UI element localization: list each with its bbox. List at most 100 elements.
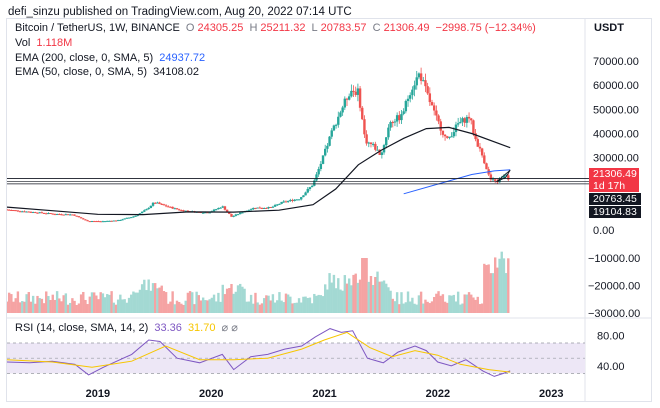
candle-body	[361, 107, 364, 120]
candle-body	[103, 221, 107, 223]
volume-bar	[62, 295, 65, 313]
rsi-tick-label: 80.00	[597, 330, 625, 342]
volume-bar	[286, 294, 290, 313]
volume-bar	[265, 295, 268, 313]
candle-body	[409, 95, 412, 99]
candle-body	[391, 122, 394, 124]
volume-bar	[195, 291, 198, 313]
volume-bar	[156, 288, 159, 313]
candle-body	[127, 217, 131, 219]
ema50-label[interactable]: EMA (50, close, 0, SMA, 5)	[15, 66, 148, 78]
volume-bar	[14, 298, 17, 313]
candle-body	[470, 118, 473, 121]
candle-body	[321, 155, 325, 164]
candle-body	[171, 206, 174, 209]
candle-body	[27, 211, 30, 213]
candle-body	[289, 199, 292, 201]
volume-bar	[419, 291, 423, 313]
candle-body	[276, 204, 279, 206]
candle-body	[295, 199, 299, 201]
volume-bar	[347, 278, 351, 313]
candle-body	[326, 145, 329, 149]
volume-bar	[395, 292, 399, 313]
candle-body	[297, 199, 301, 201]
candle-body	[271, 206, 275, 208]
volume-bar	[239, 283, 242, 313]
candle-body	[483, 155, 486, 164]
volume-bar	[326, 289, 329, 313]
publish-line: defi_sinzu published on TradingView.com,…	[8, 6, 352, 18]
volume-bar	[332, 274, 336, 313]
volume-label[interactable]: Vol	[15, 37, 31, 49]
ema200-label[interactable]: EMA (200, close, 0, SMA, 5)	[15, 52, 154, 64]
volume-bar	[71, 298, 74, 313]
volume-bar	[400, 292, 403, 313]
chart-frame[interactable]: 70000.00 60000.00 50000.00 40000.00 30000.00…	[6, 18, 652, 402]
volume-bar	[193, 304, 196, 313]
candle-body	[230, 214, 233, 217]
candle-body	[175, 208, 179, 210]
candle-body	[62, 214, 65, 216]
volume-bar	[480, 303, 484, 313]
candle-body	[7, 209, 11, 211]
volume-bar	[282, 302, 285, 313]
volume-bar	[284, 293, 288, 313]
volume-bar	[92, 292, 96, 313]
legend-row-ema50: EMA (50, close, 0, SMA, 5) 34108.02	[15, 66, 202, 79]
volume-bar	[358, 279, 362, 313]
volume-bar	[123, 299, 126, 313]
volume-bar	[382, 280, 386, 313]
candle-body	[99, 221, 102, 223]
volume-bar	[313, 293, 316, 313]
rsi-extra: ⌀ ⌀	[221, 322, 238, 334]
candle-body	[273, 205, 277, 207]
volume-bar	[371, 284, 375, 313]
volume-bar	[204, 300, 207, 313]
candle-body	[92, 221, 96, 223]
last-price-value: 21306.49	[593, 168, 637, 180]
volume-bar	[223, 294, 227, 313]
candle-body	[66, 214, 70, 216]
candle-body	[424, 80, 427, 87]
candle-body	[79, 217, 83, 219]
candle-body	[154, 202, 157, 204]
volume-bar	[300, 302, 303, 313]
candle-body	[10, 209, 13, 211]
legend-row-rsi: RSI (14, close, SMA, 14, 2) 33.36 31.70 …	[15, 322, 241, 335]
rsi-value: 33.36	[154, 322, 182, 334]
volume-bar	[18, 302, 22, 313]
candle-body	[432, 105, 436, 111]
candle-body	[465, 116, 469, 123]
candle-body	[225, 209, 229, 212]
volume-bar	[160, 285, 163, 313]
volume-bar	[297, 298, 301, 313]
volume-bar	[409, 301, 412, 313]
candle-body	[36, 212, 39, 214]
candle-body	[472, 120, 475, 134]
candle-body	[186, 210, 190, 212]
candle-body	[267, 206, 270, 209]
candle-body	[430, 102, 434, 106]
volume-bar	[302, 296, 305, 313]
ema50-line	[7, 126, 511, 216]
volume-bar	[258, 304, 262, 313]
candle-body	[356, 88, 360, 95]
chart-canvas[interactable]: 70000.00 60000.00 50000.00 40000.00 30000.00…	[7, 19, 651, 401]
volume-bar	[88, 296, 92, 313]
candle-body	[232, 215, 235, 217]
volume-bar	[321, 296, 325, 313]
candle-body	[71, 214, 74, 216]
candle-body	[77, 216, 81, 218]
candle-body	[252, 207, 255, 210]
candle-body	[234, 214, 238, 216]
volume-bar	[422, 303, 425, 313]
candle-body	[134, 215, 137, 217]
volume-bar	[378, 281, 381, 313]
volume-bar	[167, 303, 170, 313]
rsi-label[interactable]: RSI (14, close, SMA, 14, 2)	[15, 322, 149, 334]
volume-bar	[463, 294, 466, 313]
candle-body	[313, 180, 316, 186]
volume-bar	[23, 301, 26, 313]
symbol-label[interactable]: Bitcoin / TetherUS, 1W, BINANCE	[15, 22, 180, 34]
volume-bar	[173, 304, 177, 313]
